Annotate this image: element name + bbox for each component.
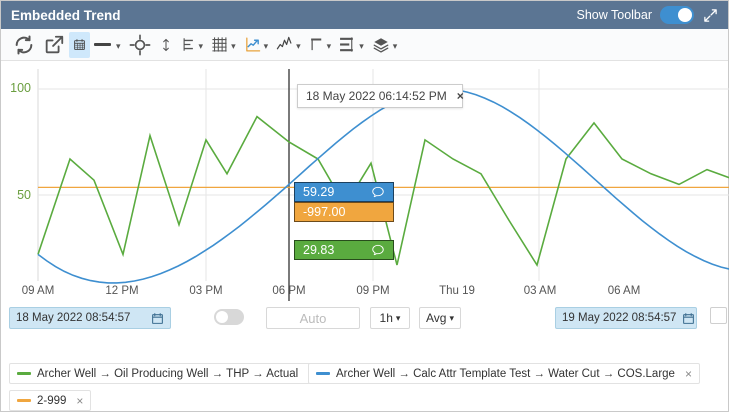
svg-text:03 PM: 03 PM (189, 285, 222, 297)
svg-text:09 PM: 09 PM (356, 285, 389, 297)
svg-text:06 PM: 06 PM (272, 285, 305, 297)
svg-text:Thu 19: Thu 19 (439, 285, 475, 297)
svg-text:100: 100 (10, 81, 31, 95)
svg-text:06 AM: 06 AM (608, 285, 641, 297)
svg-text:03 AM: 03 AM (524, 285, 557, 297)
svg-text:09 AM: 09 AM (22, 285, 55, 297)
svg-text:50: 50 (17, 188, 31, 202)
svg-text:12 PM: 12 PM (105, 285, 138, 297)
